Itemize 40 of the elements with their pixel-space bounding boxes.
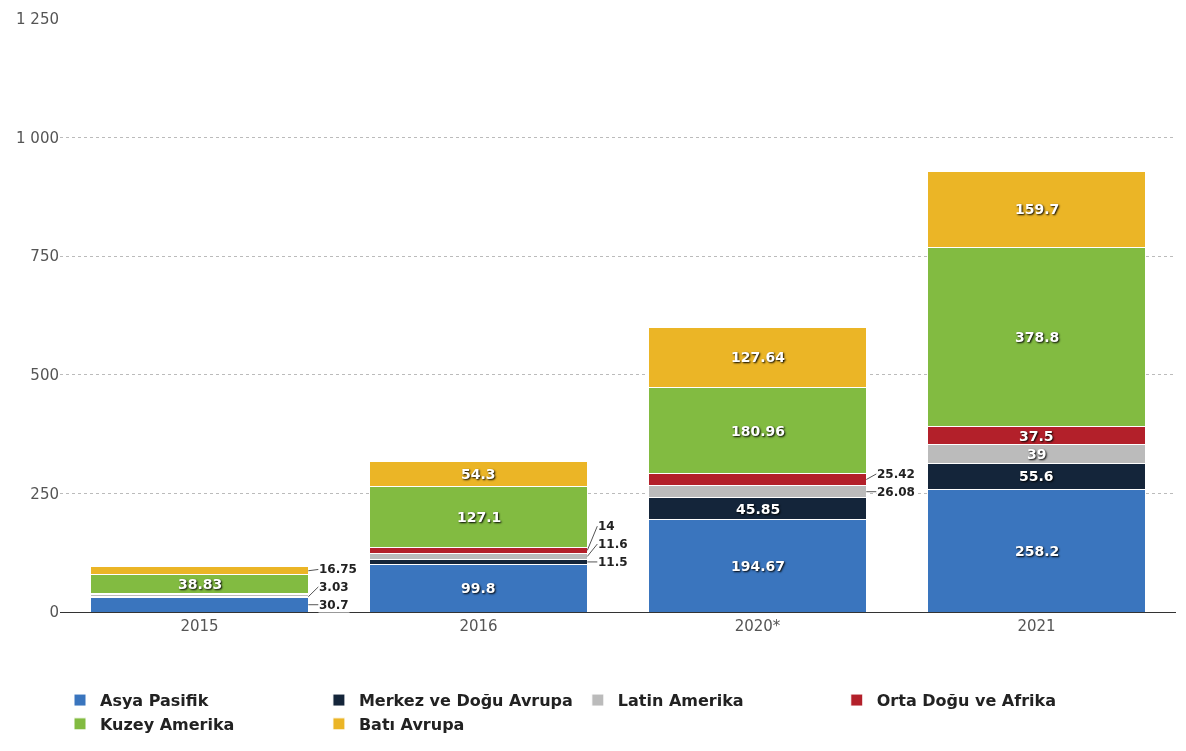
data-label: 37.5 [1019,428,1054,444]
bar [90,596,309,612]
data-label: 55.6 [1019,468,1054,484]
legend-label: Merkez ve Doğu Avrupa [358,691,573,711]
data-label: 99.8 [461,580,496,596]
y-tick-label: 750 [30,247,59,266]
data-label: 38.83 [178,576,223,592]
data-label: 3.03 [319,580,349,594]
bar [369,564,588,612]
y-tick-label: 1 000 [16,128,59,147]
data-label: 16.75 [319,562,357,576]
data-label: 45.85 [736,501,781,517]
legend-label: Batı Avrupa [358,715,465,735]
data-label: 159.7 [1015,201,1060,217]
data-label: 127.64 [731,349,786,365]
data-label: 39 [1027,446,1047,462]
x-tick-label: 2021 [1017,617,1056,635]
data-label: 378.8 [1015,329,1060,345]
data-label: 26.08 [877,485,915,499]
legend-label: Latin Amerika [617,691,744,711]
data-label: 194.67 [731,558,786,574]
data-label: 127.1 [457,509,502,525]
x-tick-label: 2015 [180,617,219,635]
y-tick-label: 250 [30,484,59,503]
y-tick-label: 0 [49,603,59,622]
legend-label: Asya Pasifik [100,691,209,711]
data-label: 30.7 [319,598,349,612]
legend-label: Kuzey Amerika [100,715,235,735]
data-label: 11.5 [598,555,628,569]
data-label: 258.2 [1015,543,1060,559]
data-label: 14 [598,519,615,533]
x-tick-label: 2016 [459,617,498,635]
y-tick-label: 1 250 [16,10,59,29]
data-label: 25.42 [877,467,915,481]
x-tick-label: 2020* [734,617,781,635]
legend-label: Orta Doğu ve Afrika [876,691,1056,711]
y-tick-label: 500 [30,366,59,385]
data-label: 54.3 [461,466,496,482]
data-label: 180.96 [731,423,786,439]
data-label: 11.6 [598,537,628,551]
